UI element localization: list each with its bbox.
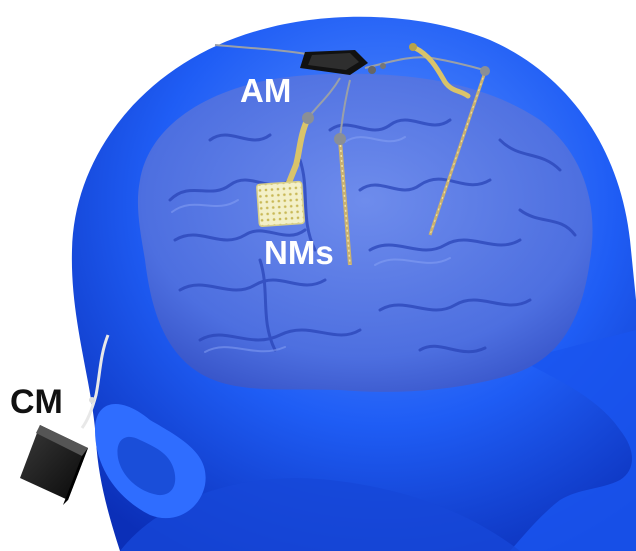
cm-cable [80,334,110,429]
ribbon-electrode-right [412,45,471,99]
cm-label: CM [10,383,63,421]
grid-electrode [256,112,314,228]
am-chip-icon [300,50,386,75]
face-shape [510,330,636,551]
neck-shape [120,478,520,551]
am-label: AM [240,72,292,109]
brain-highlights [171,136,451,353]
nms-label: NMs [264,234,334,271]
depth-electrode-long [428,66,490,236]
brain-folds [168,118,577,354]
cm-box-icon [20,425,88,505]
depth-electrode-middle [334,133,352,266]
brain-shape [137,73,593,392]
ear-inner [117,436,176,496]
